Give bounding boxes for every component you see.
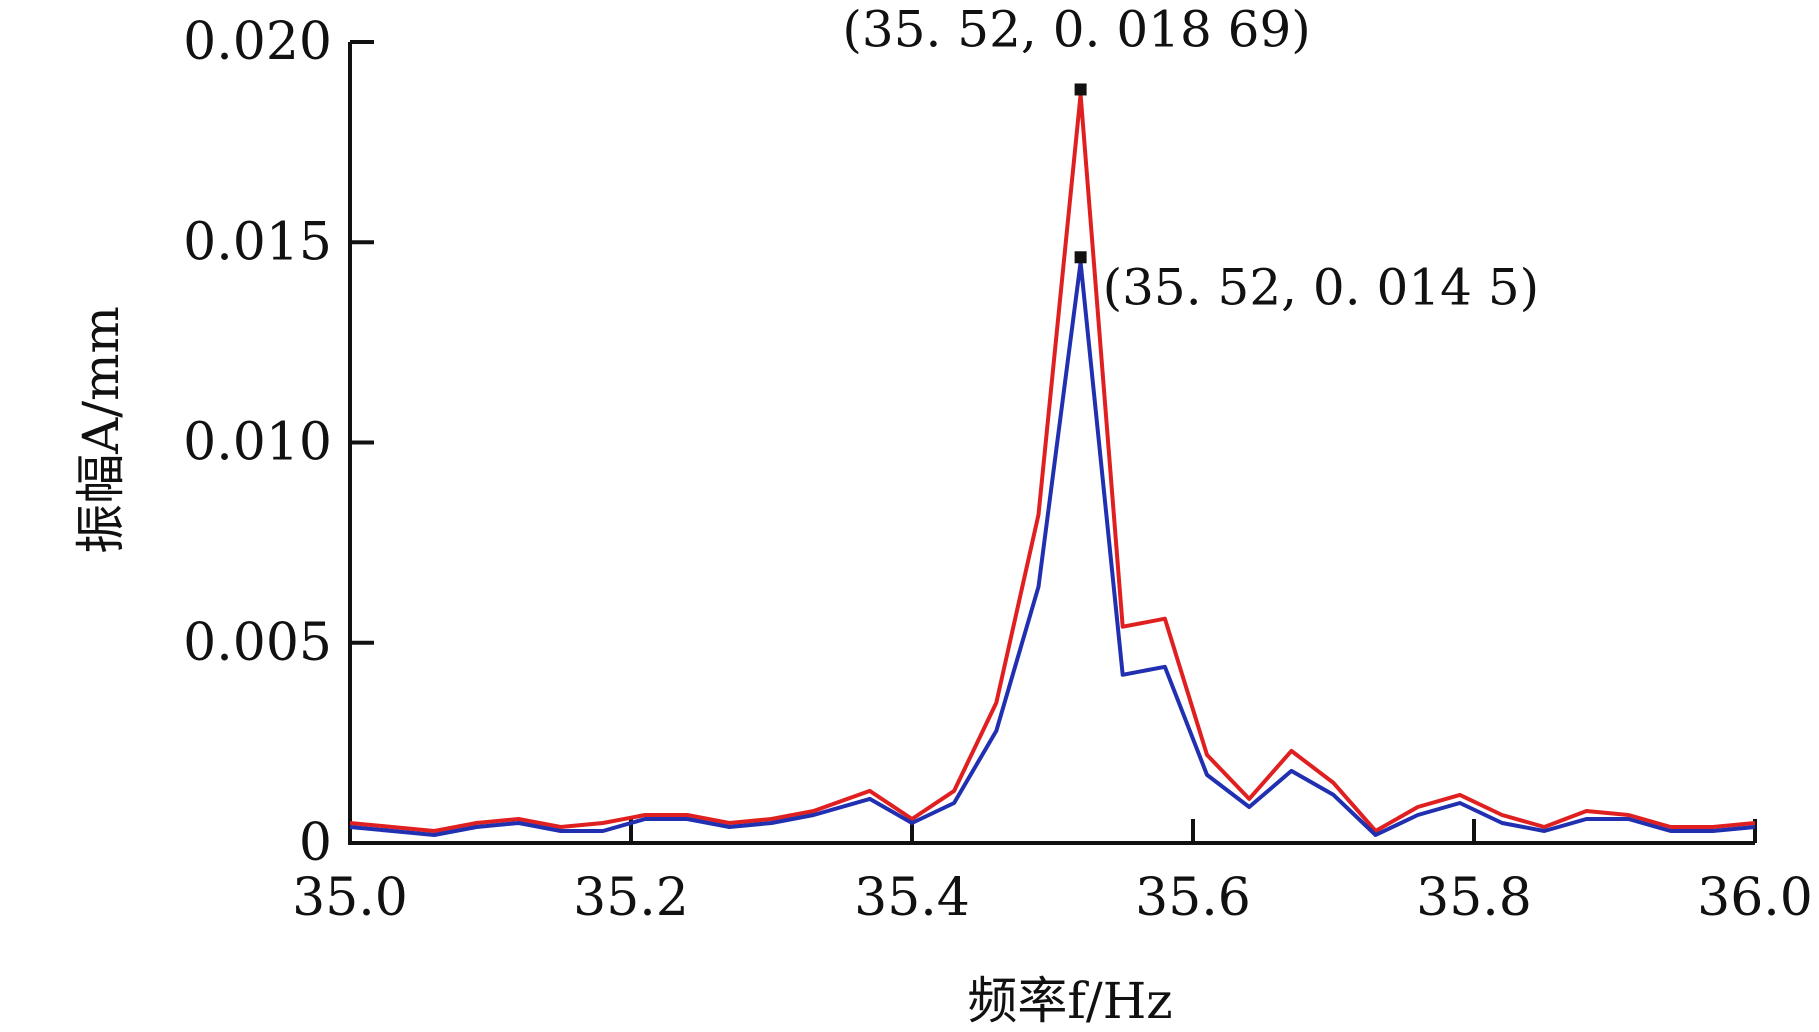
y-tick-label: 0.010 — [183, 413, 332, 473]
y-axis-title: 振幅A/mm — [72, 306, 130, 554]
y-tick-label: 0.015 — [183, 212, 332, 272]
y-tick-label: 0.005 — [183, 613, 332, 673]
x-tick-label: 36.0 — [1697, 868, 1813, 928]
x-tick-label: 35.6 — [1135, 868, 1251, 928]
peak-marker — [1074, 251, 1087, 264]
x-tick-label: 35.2 — [573, 868, 689, 928]
peak-annotation: (35. 52, 0. 014 5) — [1103, 258, 1540, 316]
y-tick-label: 0.020 — [183, 12, 332, 72]
series-line-0 — [349, 92, 1756, 833]
series-layer — [349, 92, 1756, 837]
peak-marker — [1074, 83, 1087, 96]
x-tick-label: 35.8 — [1416, 868, 1532, 928]
x-tick-label: 35.4 — [854, 868, 970, 928]
series-line-1 — [349, 260, 1756, 837]
x-axis-title: 频率f/Hz — [967, 972, 1172, 1030]
x-tick-label: 35.0 — [292, 868, 408, 928]
y-tick-label: 0 — [299, 813, 332, 873]
axes: 0 0.005 0.010 0.015 0.020 35.0 35.2 35.4 35.6 35.… — [183, 12, 1813, 928]
peak-annotation: (35. 52, 0. 018 69) — [842, 0, 1310, 58]
annotation-layer: (35. 52, 0. 018 69) (35. 52, 0. 014 5) — [842, 0, 1539, 316]
